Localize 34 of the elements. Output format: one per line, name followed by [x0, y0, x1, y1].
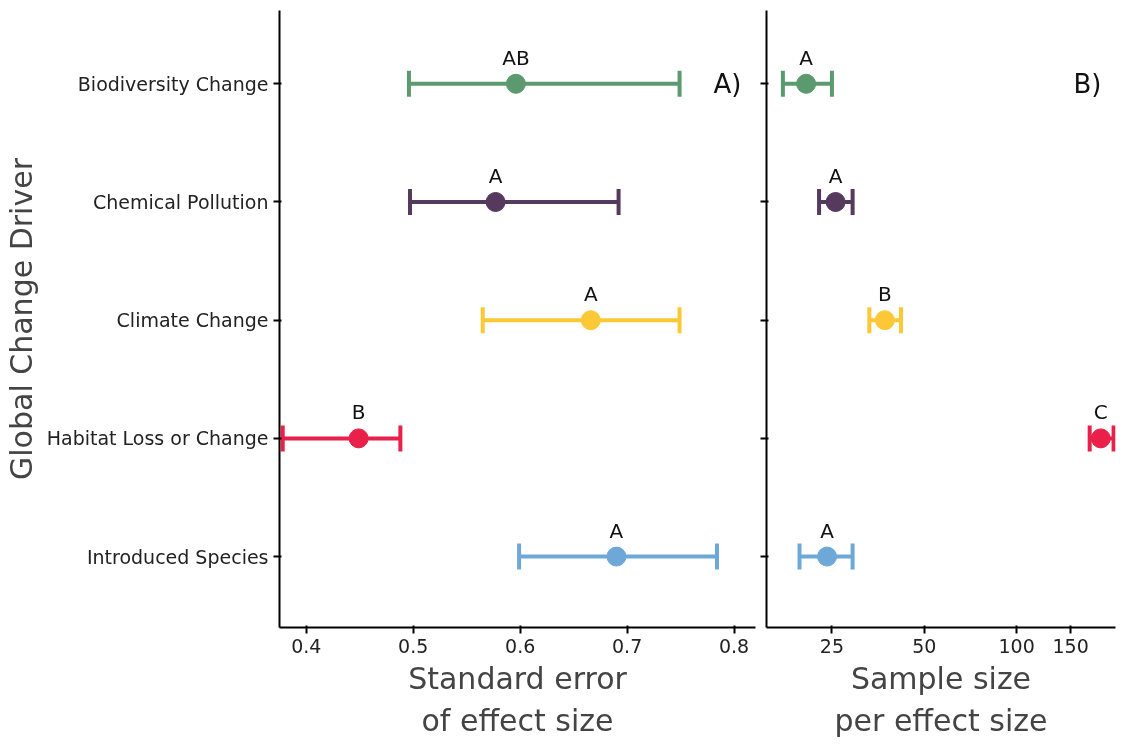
point	[348, 428, 369, 449]
annotation: B	[351, 400, 366, 425]
annotation: B	[878, 282, 892, 307]
x-tick-label: 150	[1052, 634, 1089, 657]
point	[606, 546, 627, 567]
x-tick-label: 0.7	[612, 634, 643, 657]
y-tick-label: Habitat Loss or Change	[46, 427, 269, 450]
x-tick-label: 100	[998, 634, 1035, 657]
y-axis-title: Global Change Driver	[3, 157, 39, 480]
x-tick-label: 50	[912, 634, 937, 657]
annotation: A	[799, 45, 814, 70]
annotation: B)	[1073, 68, 1102, 99]
x-axis-title: Sample size per effect size	[834, 660, 1048, 738]
y-tick-label: Climate Change	[116, 309, 269, 332]
x-tick-label: 0.4	[291, 634, 322, 657]
annotation: AB	[502, 45, 530, 70]
y-tick-label: Chemical Pollution	[92, 190, 269, 213]
annotation: A	[609, 518, 624, 543]
x-axis-title: Standard error of effect size	[408, 660, 628, 738]
annotation: C	[1093, 400, 1108, 425]
point	[505, 73, 526, 94]
point	[485, 192, 506, 212]
annotation: A	[488, 163, 503, 188]
x-tick-label: 0.8	[719, 634, 750, 657]
y-tick-label: Introduced Species	[86, 545, 269, 568]
y-tick-label: Biodiversity Change	[77, 72, 269, 95]
annotation: A	[583, 282, 598, 307]
annotation: A)	[713, 68, 742, 99]
x-tick-label: 0.5	[398, 634, 429, 657]
annotation: A	[820, 518, 835, 543]
x-tick-label: 25	[819, 634, 845, 657]
point	[580, 310, 601, 331]
x-tick-label: 0.6	[505, 634, 536, 657]
annotation: A	[828, 163, 843, 188]
